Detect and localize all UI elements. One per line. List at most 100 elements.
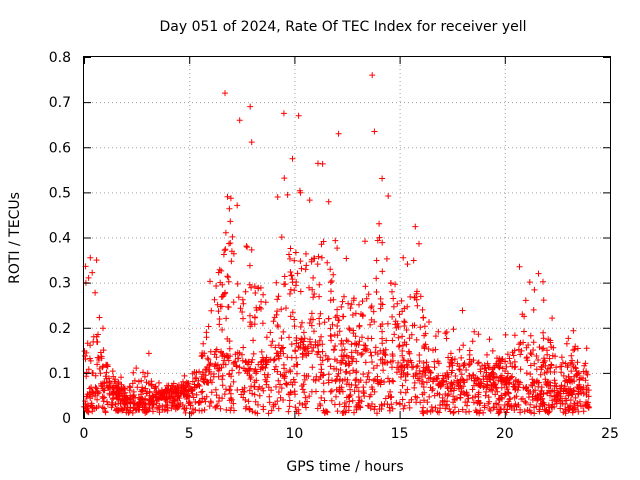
plot-frame — [83, 56, 611, 419]
data-point — [414, 363, 421, 369]
data-point — [219, 376, 226, 383]
data-point — [113, 406, 120, 413]
data-point — [374, 376, 381, 383]
data-point — [585, 387, 592, 394]
data-point — [287, 255, 293, 262]
data-point — [335, 130, 342, 137]
data-point — [379, 301, 386, 308]
data-point — [320, 238, 327, 245]
data-point — [240, 344, 247, 351]
x-tick-label: 20 — [496, 426, 514, 442]
data-point — [574, 371, 581, 378]
data-point — [505, 389, 512, 396]
data-point — [311, 328, 317, 335]
data-point — [330, 296, 337, 303]
data-point — [387, 388, 394, 395]
data-point — [199, 388, 206, 395]
data-point — [186, 399, 193, 405]
data-point — [516, 263, 523, 270]
data-point — [406, 350, 413, 357]
data-point — [442, 405, 449, 412]
data-point — [332, 237, 339, 244]
data-point — [243, 359, 250, 366]
data-point — [502, 391, 509, 397]
data-point — [499, 365, 506, 372]
data-point — [406, 335, 413, 342]
data-point — [518, 347, 525, 354]
data-point — [341, 346, 348, 353]
data-point — [223, 386, 229, 393]
data-point — [360, 346, 367, 353]
data-point — [132, 405, 139, 412]
data-point — [298, 265, 305, 272]
data-point — [463, 409, 469, 415]
data-point — [443, 329, 450, 335]
data-point — [445, 354, 452, 361]
data-point — [161, 396, 168, 403]
data-point — [521, 313, 528, 320]
data-point — [230, 400, 237, 407]
data-point — [544, 351, 551, 358]
data-point — [93, 257, 100, 264]
data-point — [303, 262, 310, 269]
data-point — [244, 244, 251, 251]
data-point — [301, 335, 308, 342]
data-point — [316, 320, 323, 327]
data-point — [229, 367, 236, 374]
axis-ticks — [84, 57, 611, 419]
data-point — [292, 282, 299, 289]
data-point — [229, 233, 236, 240]
data-point — [526, 279, 533, 286]
data-point — [571, 346, 578, 353]
data-point — [87, 254, 94, 261]
data-point — [211, 351, 218, 358]
data-point — [291, 257, 298, 264]
data-point — [424, 399, 431, 406]
data-point — [199, 369, 206, 376]
data-point — [490, 404, 497, 411]
data-point — [508, 374, 514, 381]
data-point — [351, 409, 357, 416]
data-point — [506, 355, 513, 362]
data-point — [381, 351, 388, 358]
data-point — [530, 306, 537, 313]
data-point — [352, 377, 359, 384]
data-point — [426, 393, 433, 400]
data-point — [269, 338, 276, 345]
data-point — [443, 378, 450, 385]
data-point — [247, 312, 253, 319]
data-point — [398, 371, 405, 378]
data-point — [273, 383, 279, 390]
data-point — [218, 348, 224, 355]
data-point — [425, 375, 432, 382]
data-point — [211, 296, 218, 303]
data-point — [258, 305, 264, 312]
data-point — [374, 362, 381, 369]
data-point — [278, 385, 285, 392]
data-point — [345, 403, 352, 410]
data-point — [212, 386, 219, 393]
data-point — [473, 409, 480, 416]
data-point — [217, 279, 224, 286]
data-point — [482, 365, 489, 372]
data-point — [577, 398, 583, 405]
data-point — [283, 305, 289, 312]
data-point — [540, 297, 547, 304]
data-point — [156, 409, 163, 416]
data-point — [95, 331, 101, 338]
data-point — [286, 290, 293, 297]
data-point — [411, 384, 418, 391]
data-point — [581, 362, 588, 369]
data-point — [356, 322, 363, 329]
data-point — [388, 393, 395, 400]
data-point — [494, 388, 501, 395]
data-point — [376, 220, 383, 227]
data-point — [541, 370, 548, 376]
data-point — [523, 344, 530, 351]
data-point — [380, 367, 387, 374]
data-point — [512, 377, 519, 383]
data-point — [377, 323, 384, 330]
data-point — [314, 342, 321, 349]
data-point — [469, 386, 476, 393]
data-point — [308, 341, 315, 348]
